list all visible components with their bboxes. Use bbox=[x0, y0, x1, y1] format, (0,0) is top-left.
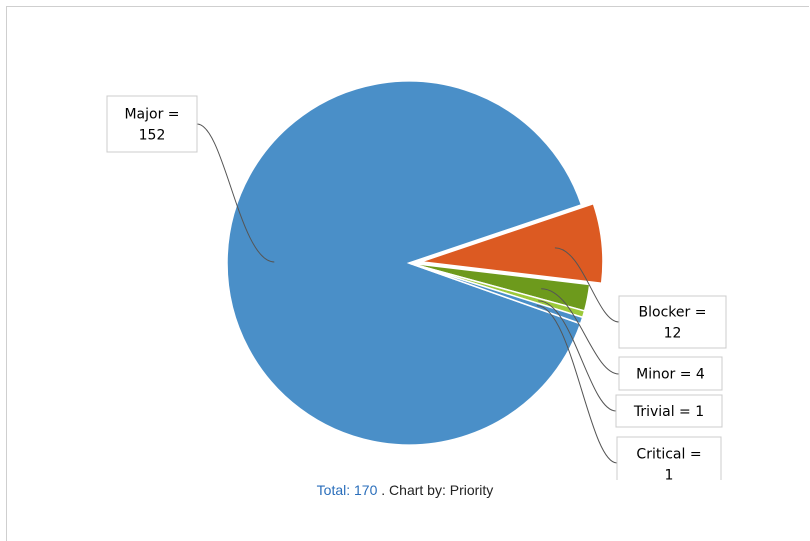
label-box bbox=[106, 95, 198, 153]
slice-label-major: Major = 152 bbox=[106, 95, 198, 153]
leader-line-blocker bbox=[554, 247, 620, 323]
slice-label-text: Major = bbox=[124, 107, 179, 123]
slice-label-critical: Critical = 1 bbox=[616, 436, 722, 481]
chart-footer: Total: 170 . Chart by: Priority bbox=[0, 482, 810, 498]
total-link[interactable]: Total: 170 bbox=[316, 482, 378, 498]
slice-label-text: Blocker = bbox=[639, 305, 707, 321]
pie-slice-blocker[interactable] bbox=[420, 202, 604, 285]
pie-slice-critical[interactable] bbox=[408, 262, 584, 325]
label-box bbox=[618, 295, 727, 349]
pie-slices bbox=[226, 80, 604, 446]
leader-lines bbox=[196, 123, 620, 464]
slice-label-text: 1 bbox=[665, 468, 674, 481]
label-box bbox=[615, 394, 723, 428]
leader-line-minor bbox=[541, 288, 620, 375]
slice-label-trivial: Trivial = 1 bbox=[615, 394, 723, 428]
leader-line-major bbox=[196, 123, 275, 263]
slice-label-minor: Minor = 4 bbox=[618, 356, 723, 391]
slice-label-text: 12 bbox=[664, 326, 682, 342]
pie-chart: Major = 152 Blocker = 12 Minor = 4 Trivial = … bbox=[106, 80, 727, 481]
slice-label-text: Critical = bbox=[636, 447, 701, 463]
leader-line-critical bbox=[536, 305, 618, 464]
slice-label-text: Trivial = 1 bbox=[633, 404, 704, 420]
pie-slice-major[interactable] bbox=[226, 80, 583, 446]
label-box bbox=[616, 436, 722, 480]
leader-line-trivial bbox=[538, 300, 617, 412]
slice-labels: Major = 152 Blocker = 12 Minor = 4 Trivial = … bbox=[106, 95, 727, 481]
label-box bbox=[618, 356, 723, 391]
chart-by-text: . Chart by: Priority bbox=[381, 482, 494, 498]
slice-label-blocker: Blocker = 12 bbox=[618, 295, 727, 349]
slice-label-text: Minor = 4 bbox=[636, 367, 705, 383]
slice-label-text: 152 bbox=[139, 128, 166, 144]
